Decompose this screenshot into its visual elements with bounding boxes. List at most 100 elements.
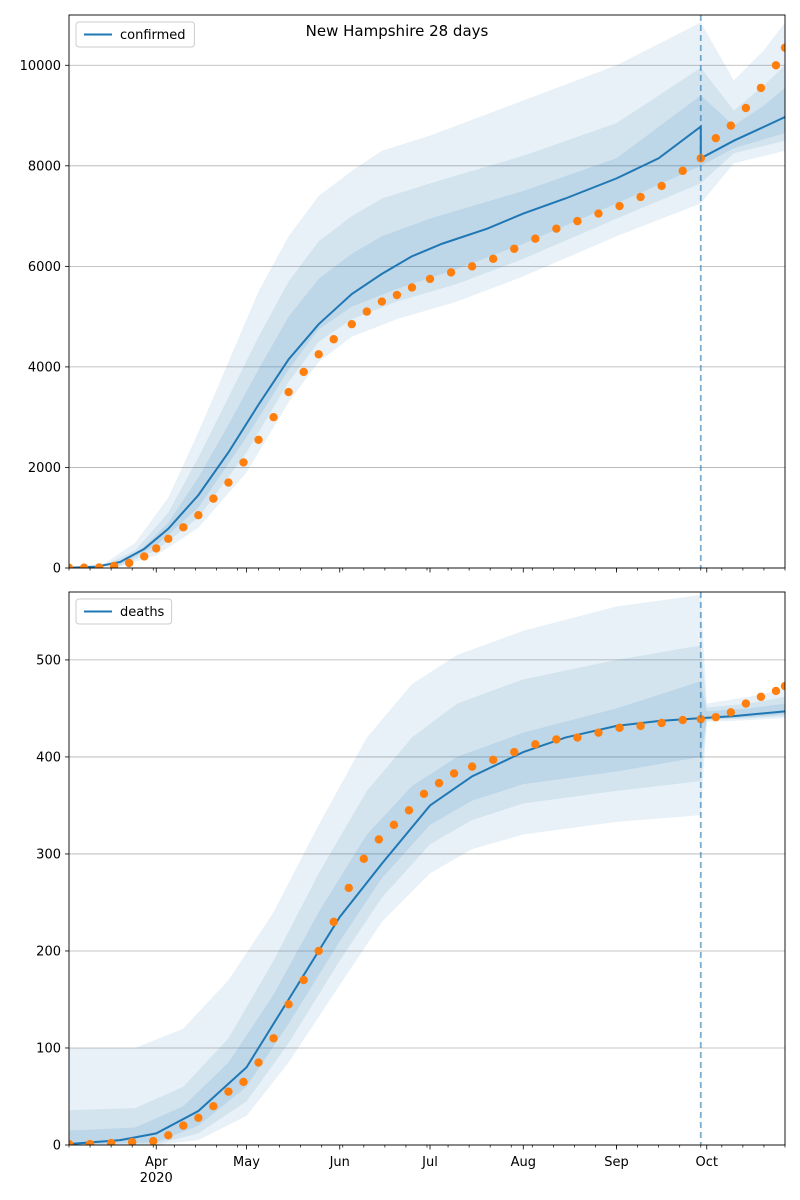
- observed-point: [449, 769, 459, 778]
- observed-point: [594, 209, 603, 218]
- observed-point: [636, 192, 645, 202]
- observed-point: [347, 319, 356, 329]
- observed-point: [209, 1101, 218, 1111]
- observed-point: [711, 133, 721, 143]
- uncertainty-band-1: [69, 22, 785, 568]
- uncertainty-band-2: [69, 65, 785, 568]
- observed-point: [615, 201, 624, 211]
- y-tick-label: 100: [36, 1041, 61, 1056]
- observed-point: [152, 544, 161, 553]
- observed-point: [573, 216, 582, 226]
- y-tick-label: 500: [36, 653, 61, 668]
- observed-point: [269, 1034, 278, 1043]
- observed-point: [741, 699, 751, 708]
- y-tick-label: 8000: [28, 159, 61, 174]
- model-line: [69, 710, 785, 1145]
- observed-point: [531, 234, 540, 243]
- observed-point: [657, 718, 666, 728]
- legend-label: deaths: [120, 605, 165, 620]
- observed-point: [488, 755, 498, 765]
- legend-box: [75, 21, 195, 48]
- plot-area: [69, 22, 785, 568]
- y-tick-label: 200: [36, 944, 61, 959]
- observed-point: [678, 166, 687, 176]
- y-tick-label: 300: [36, 847, 61, 862]
- observed-point: [392, 290, 402, 300]
- observed-point: [678, 715, 687, 725]
- observed-point: [106, 1138, 116, 1145]
- observed-point: [359, 854, 369, 863]
- observed-point: [239, 458, 248, 467]
- observed-point: [510, 244, 519, 253]
- observed-point: [194, 511, 203, 520]
- observed-point: [109, 561, 119, 568]
- observed-point: [510, 747, 519, 757]
- observed-point: [69, 563, 74, 568]
- observed-point: [140, 552, 149, 561]
- model-line: [69, 116, 785, 568]
- observed-point: [79, 563, 89, 568]
- observed-point: [344, 883, 353, 893]
- y-tick-label: 6000: [28, 260, 61, 275]
- observed-point: [284, 1000, 293, 1009]
- observed-point: [419, 789, 429, 798]
- observed-point: [224, 1087, 233, 1096]
- observed-point: [179, 1121, 188, 1130]
- observed-point: [780, 43, 785, 52]
- observed-point: [467, 262, 477, 271]
- observed-point: [771, 686, 781, 696]
- observed-point: [726, 708, 736, 717]
- observed-point: [374, 835, 384, 844]
- observed-point: [407, 283, 417, 292]
- y-tick-label: 2000: [28, 461, 61, 476]
- observed-point: [615, 723, 624, 733]
- y-tick-label: 4000: [28, 360, 61, 375]
- observed-point: [377, 297, 387, 306]
- observed-point: [434, 778, 444, 788]
- observed-point: [657, 181, 666, 191]
- observed-point: [741, 103, 751, 113]
- observed-point: [299, 975, 308, 985]
- observed-point: [224, 478, 233, 487]
- observed-point: [696, 714, 705, 724]
- observed-point: [69, 1139, 74, 1145]
- observed-point: [756, 692, 766, 701]
- observed-point: [389, 820, 399, 830]
- observed-point: [194, 1113, 203, 1123]
- observed-point: [314, 350, 323, 359]
- observed-point: [425, 274, 435, 284]
- confirmed-panel: 0 2000 4000 6000 8000 10000 confirmed: [20, 14, 786, 577]
- observed-point: [726, 121, 736, 130]
- observed-point: [573, 733, 582, 742]
- observed-point: [314, 946, 323, 956]
- observed-point: [552, 224, 561, 233]
- observed-point: [269, 412, 278, 422]
- observed-point: [771, 61, 781, 70]
- observed-point: [124, 558, 134, 568]
- x-tick-year-label: 2020: [140, 1171, 173, 1186]
- uncertainty-band-3: [69, 87, 785, 568]
- x-tick-label: Apr: [145, 1155, 168, 1170]
- observed-point: [636, 721, 645, 731]
- observed-point: [239, 1077, 248, 1087]
- x-tick-label: Aug: [511, 1155, 536, 1170]
- observed-point: [254, 435, 263, 445]
- uncertainty-band-1: [69, 594, 785, 1145]
- observed-point: [531, 740, 540, 749]
- observed-point: [362, 307, 372, 316]
- legend-box: [75, 598, 173, 625]
- observed-point: [284, 387, 293, 397]
- x-tick-label: Jul: [421, 1155, 438, 1170]
- y-tick-label: 0: [53, 562, 61, 577]
- observed-point: [149, 1136, 158, 1145]
- x-tick-label: May: [233, 1155, 260, 1170]
- observed-point: [299, 367, 308, 377]
- observed-point: [756, 83, 766, 93]
- uncertainty-band-2: [69, 645, 785, 1145]
- observed-point: [209, 494, 218, 503]
- observed-point: [780, 681, 785, 691]
- observed-point: [446, 268, 456, 277]
- y-tick-label: 0: [53, 1139, 61, 1154]
